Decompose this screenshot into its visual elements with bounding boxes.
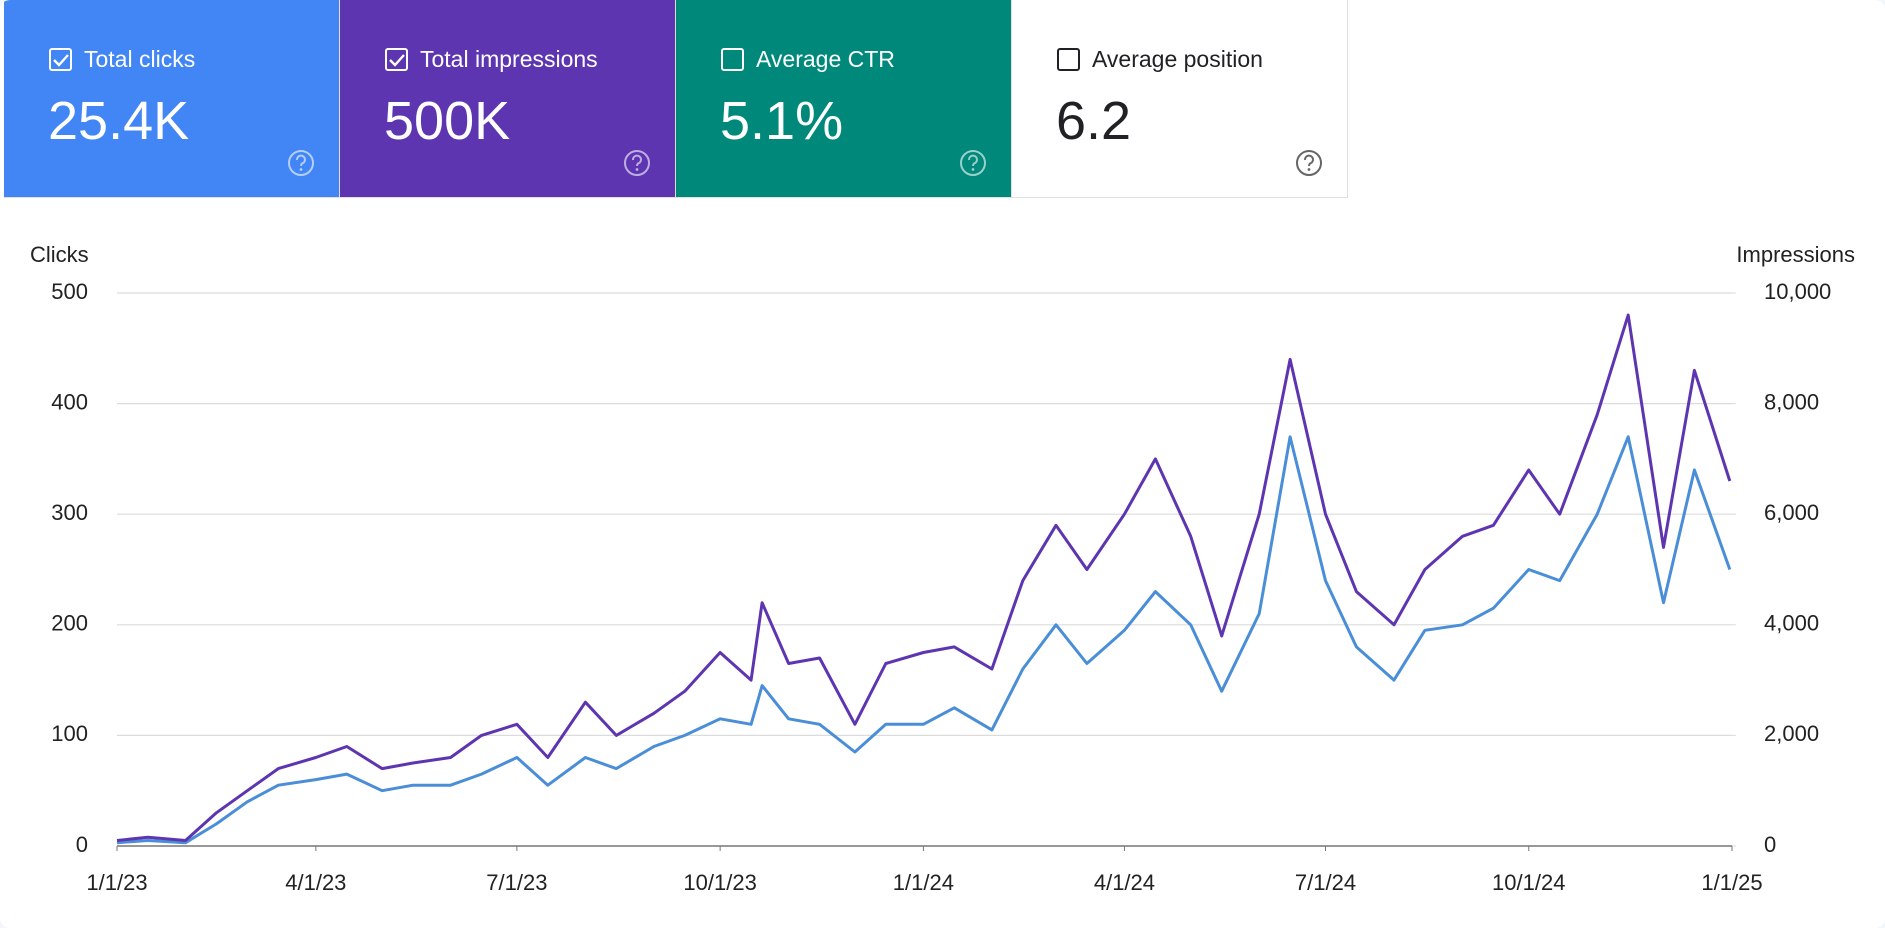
metric-value: 6.2 bbox=[1056, 91, 1132, 151]
y-tick-label: 400 bbox=[51, 389, 88, 414]
help-icon[interactable] bbox=[958, 148, 988, 178]
metric-label: Average CTR bbox=[756, 46, 895, 72]
x-tick-label: 10/1/24 bbox=[1492, 870, 1565, 895]
y2-tick-label: 8,000 bbox=[1764, 389, 1819, 414]
help-icon[interactable] bbox=[622, 148, 652, 178]
help-glyph bbox=[296, 154, 306, 167]
y-axis-title: Clicks bbox=[30, 242, 89, 267]
help-circle bbox=[1296, 150, 1322, 176]
y2-axis-title: Impressions bbox=[1736, 242, 1855, 267]
help-glyph bbox=[968, 154, 978, 167]
help-glyph bbox=[632, 154, 642, 167]
checkmark bbox=[389, 54, 405, 67]
help-icon[interactable] bbox=[1294, 148, 1324, 178]
series-line bbox=[116, 313, 1732, 842]
help-glyph bbox=[1304, 154, 1314, 167]
y2-tick-label: 0 bbox=[1764, 832, 1776, 857]
checkbox-box bbox=[1057, 48, 1080, 71]
y2-tick-label: 10,000 bbox=[1764, 279, 1831, 304]
metric-value: 5.1% bbox=[720, 91, 844, 151]
metric-label: Total clicks bbox=[84, 46, 196, 72]
help-dot bbox=[971, 168, 975, 171]
checkbox-box bbox=[721, 48, 744, 71]
y2-tick-label: 2,000 bbox=[1764, 721, 1819, 746]
metric-value: 500K bbox=[384, 91, 511, 151]
x-tick-label: 1/1/23 bbox=[86, 870, 147, 895]
checkbox-box bbox=[385, 48, 408, 71]
checkbox[interactable] bbox=[1056, 47, 1082, 73]
x-tick-label: 7/1/23 bbox=[486, 870, 547, 895]
y-tick-label: 0 bbox=[76, 832, 88, 857]
help-circle bbox=[624, 150, 650, 176]
checkbox[interactable] bbox=[384, 47, 410, 73]
checkbox[interactable] bbox=[720, 47, 746, 73]
x-tick-label: 1/1/24 bbox=[893, 870, 954, 895]
checkbox-box bbox=[49, 48, 72, 71]
x-tick-label: 7/1/24 bbox=[1295, 870, 1356, 895]
metric-card[interactable]: Average position 6.2 bbox=[1012, 0, 1348, 198]
x-tick-label: 4/1/23 bbox=[285, 870, 346, 895]
checkbox[interactable] bbox=[48, 47, 74, 73]
y-tick-label: 100 bbox=[51, 721, 88, 746]
metric-label: Average position bbox=[1092, 46, 1263, 72]
help-icon[interactable] bbox=[286, 148, 316, 178]
help-dot bbox=[1307, 168, 1311, 171]
help-circle bbox=[960, 150, 986, 176]
y2-tick-label: 6,000 bbox=[1764, 500, 1819, 525]
help-dot bbox=[635, 168, 639, 171]
help-dot bbox=[299, 168, 303, 171]
metric-card[interactable]: Average CTR 5.1% bbox=[676, 0, 1012, 198]
help-circle bbox=[288, 150, 314, 176]
y2-tick-label: 4,000 bbox=[1764, 611, 1819, 636]
x-tick-label: 10/1/23 bbox=[683, 870, 756, 895]
y-tick-label: 200 bbox=[51, 611, 88, 636]
checkmark bbox=[53, 54, 69, 67]
metric-label: Total impressions bbox=[420, 46, 598, 72]
y-tick-label: 500 bbox=[51, 279, 88, 304]
metric-card[interactable]: Total impressions 500K bbox=[340, 0, 676, 198]
x-tick-label: 1/1/25 bbox=[1701, 870, 1762, 895]
metric-card[interactable]: Total clicks 25.4K bbox=[4, 0, 340, 198]
series-line bbox=[116, 435, 1732, 845]
metric-value: 25.4K bbox=[48, 91, 190, 151]
x-tick-label: 4/1/24 bbox=[1094, 870, 1155, 895]
y-tick-label: 300 bbox=[51, 500, 88, 525]
